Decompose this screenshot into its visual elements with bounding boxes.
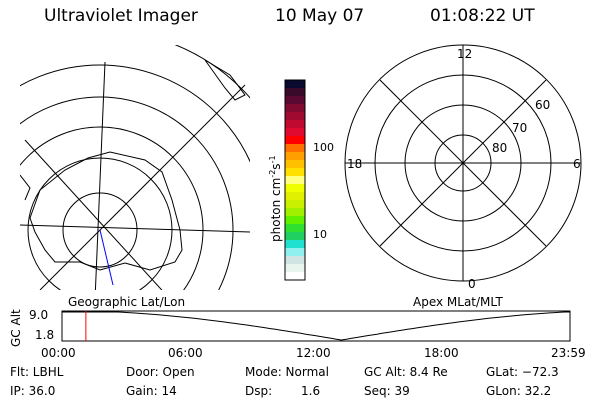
colorbar-unit-label: photon cm-2s-1	[268, 155, 283, 242]
time-label: 01:08:22 UT	[430, 6, 535, 26]
colorbar-segment	[285, 88, 305, 97]
glon-status: GLon: 32.2	[486, 384, 552, 398]
colorbar-segment	[285, 168, 305, 177]
mlat-label-70: 70	[512, 121, 528, 135]
gain-status: Gain: 14	[126, 384, 177, 398]
date-label: 10 May 07	[275, 6, 365, 26]
colorbar-segment	[285, 112, 305, 121]
colorbar-segment	[285, 272, 305, 281]
colorbar-segment	[285, 144, 305, 153]
door-status: Door: Open	[126, 365, 195, 379]
ytick-9: 9.0	[29, 308, 49, 322]
coastline	[29, 151, 183, 271]
xtick-1800: 18:00	[424, 346, 459, 360]
colorbar-segment	[285, 256, 305, 265]
colorbar-segment	[285, 160, 305, 169]
colorbar-segment	[285, 96, 305, 105]
filter-status: Flt: LBHL	[10, 365, 64, 379]
mlt-label-6: 6	[573, 157, 581, 171]
colorbar-segment	[285, 80, 305, 89]
colorbar-segment	[285, 184, 305, 193]
colorbar-segment	[285, 264, 305, 273]
colorbar-segment	[285, 120, 305, 129]
colorbar-segment	[285, 240, 305, 249]
seq-status: Seq: 39	[364, 384, 410, 398]
ytick-1-8: 1.8	[35, 328, 55, 342]
colorbar-segment	[285, 200, 305, 209]
mlat-label-80: 80	[492, 141, 508, 155]
xtick-0600: 06:00	[168, 346, 203, 360]
dsp-label: Dsp:	[245, 384, 273, 398]
mode-status: Mode: Normal	[245, 365, 329, 379]
colorbar-segment	[285, 176, 305, 185]
mlat-label-60: 60	[535, 98, 551, 112]
satellite-track	[99, 229, 114, 286]
xtick-1200: 12:00	[296, 346, 331, 360]
colorbar-segment	[285, 216, 305, 225]
colorbar-tick-100: 100	[313, 141, 334, 154]
colorbar-segment	[285, 104, 305, 113]
colorbar-segment	[285, 152, 305, 161]
xtick-0000: 00:00	[41, 346, 76, 360]
mlt-label-0: 0	[468, 277, 476, 291]
colorbar-segment	[285, 192, 305, 201]
colorbar-tick-10: 10	[313, 228, 327, 241]
instrument-title: Ultraviolet Imager	[44, 6, 198, 26]
geographic-label: Geographic Lat/Lon	[68, 295, 186, 309]
timeline-ylabel: GC Alt	[9, 309, 23, 347]
xtick-2359: 23:59	[551, 346, 586, 360]
altitude-timeline	[61, 310, 571, 342]
colorbar-segment	[285, 208, 305, 217]
geographic-map	[20, 45, 250, 290]
mlt-label-18: 18	[347, 157, 363, 171]
colorbar	[285, 80, 305, 281]
glat-status: GLat: −72.3	[486, 365, 559, 379]
colorbar-segment	[285, 128, 305, 137]
colorbar-segment	[285, 248, 305, 257]
gc-alt-status: GC Alt: 8.4 Re	[364, 365, 448, 379]
mlt-label-12: 12	[457, 47, 473, 61]
colorbar-segment	[285, 136, 305, 145]
dsp-value: 1.6	[301, 384, 321, 398]
apex-label: Apex MLat/MLT	[413, 295, 503, 309]
colorbar-segment	[285, 224, 305, 233]
ip-status: IP: 36.0	[10, 384, 56, 398]
colorbar-segment	[285, 232, 305, 241]
apex-map	[344, 44, 582, 282]
